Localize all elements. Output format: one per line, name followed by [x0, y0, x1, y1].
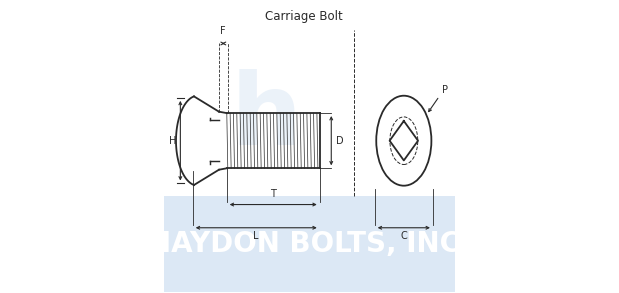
Text: Carriage Bolt: Carriage Bolt [265, 10, 342, 23]
Ellipse shape [376, 96, 431, 186]
Ellipse shape [390, 117, 418, 164]
Text: T: T [271, 189, 276, 199]
Text: H: H [170, 136, 177, 146]
Text: C: C [400, 231, 407, 241]
Bar [165, 196, 454, 292]
Text: h: h [230, 69, 301, 166]
Text: D: D [337, 136, 344, 146]
Text: P: P [442, 85, 448, 95]
Text: L: L [254, 231, 259, 241]
Text: F: F [220, 26, 226, 36]
Text: HAYDON BOLTS, INC.: HAYDON BOLTS, INC. [148, 230, 471, 258]
